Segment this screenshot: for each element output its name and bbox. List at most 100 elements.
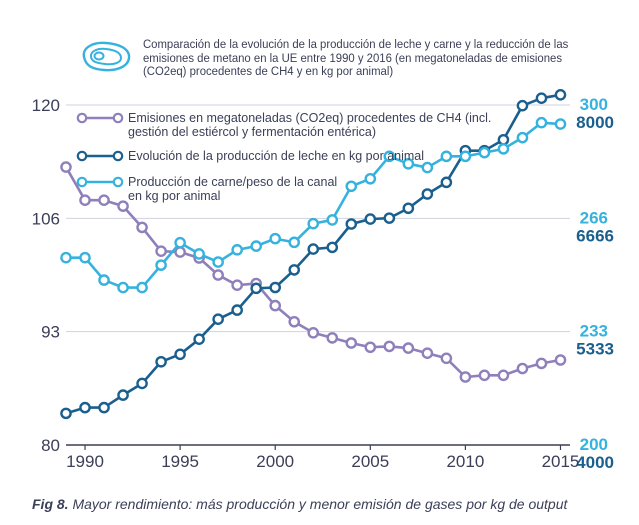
data-point-series-3 bbox=[288, 236, 301, 249]
data-point-series-2 bbox=[516, 99, 529, 112]
data-point-series-1 bbox=[497, 369, 510, 382]
data-point-series-1 bbox=[269, 299, 282, 312]
y-tick-label-meat: 200 bbox=[580, 435, 608, 454]
data-point-series-2 bbox=[326, 241, 339, 254]
legend-marker bbox=[76, 150, 88, 162]
data-point-series-1 bbox=[307, 326, 320, 339]
data-point-series-3 bbox=[136, 281, 148, 294]
data-point-series-1 bbox=[136, 221, 148, 234]
legend-label-1: gestión del estiércol y fermentación ent… bbox=[128, 125, 376, 139]
data-point-series-1 bbox=[79, 194, 91, 206]
data-point-series-3 bbox=[231, 244, 243, 256]
data-point-series-3 bbox=[478, 146, 491, 159]
data-point-series-1 bbox=[326, 332, 339, 344]
data-point-series-3 bbox=[212, 256, 224, 268]
legend-marker bbox=[76, 112, 88, 124]
x-tick-label: 1990 bbox=[66, 452, 104, 471]
figure-caption: Fig 8. Mayor rendimiento: más producción… bbox=[32, 496, 567, 512]
caption-text: Mayor rendimiento: más producción y meno… bbox=[68, 496, 568, 512]
data-point-series-2 bbox=[155, 355, 167, 368]
data-point-series-2 bbox=[440, 176, 453, 189]
data-point-series-3 bbox=[516, 131, 529, 144]
data-point-series-2 bbox=[117, 389, 129, 401]
data-point-series-2 bbox=[269, 281, 282, 294]
meat-steak-icon bbox=[82, 41, 131, 72]
data-point-series-3 bbox=[326, 214, 339, 226]
data-point-series-3 bbox=[421, 161, 434, 174]
legend-label-1: Emisiones en megatoneladas (CO2eq) proce… bbox=[128, 111, 491, 125]
x-tick-label: 1995 bbox=[161, 452, 199, 471]
data-point-series-2 bbox=[497, 133, 510, 146]
y-tick-label-meat: 300 bbox=[580, 95, 608, 114]
data-point-series-3 bbox=[174, 236, 186, 249]
x-tick-label: 2000 bbox=[256, 452, 294, 471]
data-point-series-2 bbox=[554, 89, 567, 101]
chart-title: Comparación de la evolución de la produc… bbox=[143, 37, 569, 78]
data-point-series-3 bbox=[383, 150, 396, 163]
y-tick-label-left: 106 bbox=[32, 209, 60, 228]
data-point-series-1 bbox=[516, 362, 529, 375]
x-tick-label: 2015 bbox=[542, 452, 580, 471]
y-tick-label-meat: 266 bbox=[580, 208, 608, 227]
legend-marker bbox=[112, 112, 124, 124]
data-point-series-2 bbox=[136, 377, 148, 390]
data-point-series-1 bbox=[478, 369, 491, 382]
data-point-series-3 bbox=[440, 150, 453, 163]
y-tick-label-left: 93 bbox=[41, 323, 60, 342]
legend-marker bbox=[76, 176, 88, 188]
data-point-series-3 bbox=[307, 217, 320, 230]
data-point-series-1 bbox=[288, 315, 301, 328]
data-point-series-3 bbox=[60, 251, 72, 264]
data-point-series-1 bbox=[440, 352, 453, 365]
data-point-series-1 bbox=[535, 357, 548, 370]
data-point-series-1 bbox=[155, 245, 167, 257]
data-point-series-2 bbox=[79, 401, 91, 414]
data-point-series-1 bbox=[383, 340, 396, 353]
data-point-series-2 bbox=[212, 313, 224, 325]
x-tick-label: 2005 bbox=[351, 452, 389, 471]
data-point-series-1 bbox=[421, 347, 434, 360]
legend-label-2: Evolución de la producción de leche en k… bbox=[128, 149, 424, 163]
data-point-series-2 bbox=[288, 264, 301, 276]
data-point-series-3 bbox=[497, 143, 510, 155]
y-tick-label-milk: 6666 bbox=[576, 226, 614, 245]
data-point-series-1 bbox=[364, 341, 377, 354]
data-point-series-2 bbox=[231, 304, 243, 316]
data-point-series-1 bbox=[174, 246, 186, 258]
data-point-series-3 bbox=[155, 259, 167, 271]
data-point-series-2 bbox=[174, 348, 186, 361]
data-point-series-1 bbox=[345, 337, 358, 349]
y-tick-label-left: 80 bbox=[41, 436, 60, 455]
data-point-series-2 bbox=[364, 213, 377, 225]
data-point-series-3 bbox=[98, 274, 110, 286]
data-point-series-2 bbox=[345, 218, 358, 230]
data-point-series-3 bbox=[554, 118, 567, 130]
data-point-series-1 bbox=[117, 200, 129, 212]
data-point-series-3 bbox=[193, 248, 205, 260]
legend-label-3: en kg por animal bbox=[128, 189, 220, 203]
data-point-series-3 bbox=[79, 251, 91, 264]
data-point-series-1 bbox=[60, 161, 72, 173]
caption-prefix: Fig 8. bbox=[32, 496, 69, 512]
data-point-series-3 bbox=[402, 158, 415, 170]
data-point-series-2 bbox=[307, 243, 320, 255]
data-point-series-3 bbox=[250, 240, 262, 252]
data-point-series-2 bbox=[535, 92, 548, 104]
y-tick-label-left: 120 bbox=[32, 96, 60, 115]
legend-marker bbox=[112, 150, 124, 162]
data-point-series-1 bbox=[459, 371, 472, 383]
y-tick-label-milk: 4000 bbox=[576, 453, 614, 472]
data-point-series-1 bbox=[554, 354, 567, 366]
series-group bbox=[60, 89, 567, 420]
data-point-series-3 bbox=[459, 150, 472, 163]
data-point-series-2 bbox=[250, 282, 262, 295]
legend-label-3: Producción de carne/peso de la canal bbox=[128, 175, 337, 189]
data-point-series-3 bbox=[364, 172, 377, 185]
data-point-series-3 bbox=[345, 180, 358, 193]
data-point-series-2 bbox=[421, 188, 434, 200]
data-point-series-1 bbox=[98, 194, 110, 206]
data-point-series-1 bbox=[212, 269, 224, 281]
y-tick-label-milk: 8000 bbox=[576, 113, 614, 132]
data-point-series-1 bbox=[231, 279, 243, 291]
